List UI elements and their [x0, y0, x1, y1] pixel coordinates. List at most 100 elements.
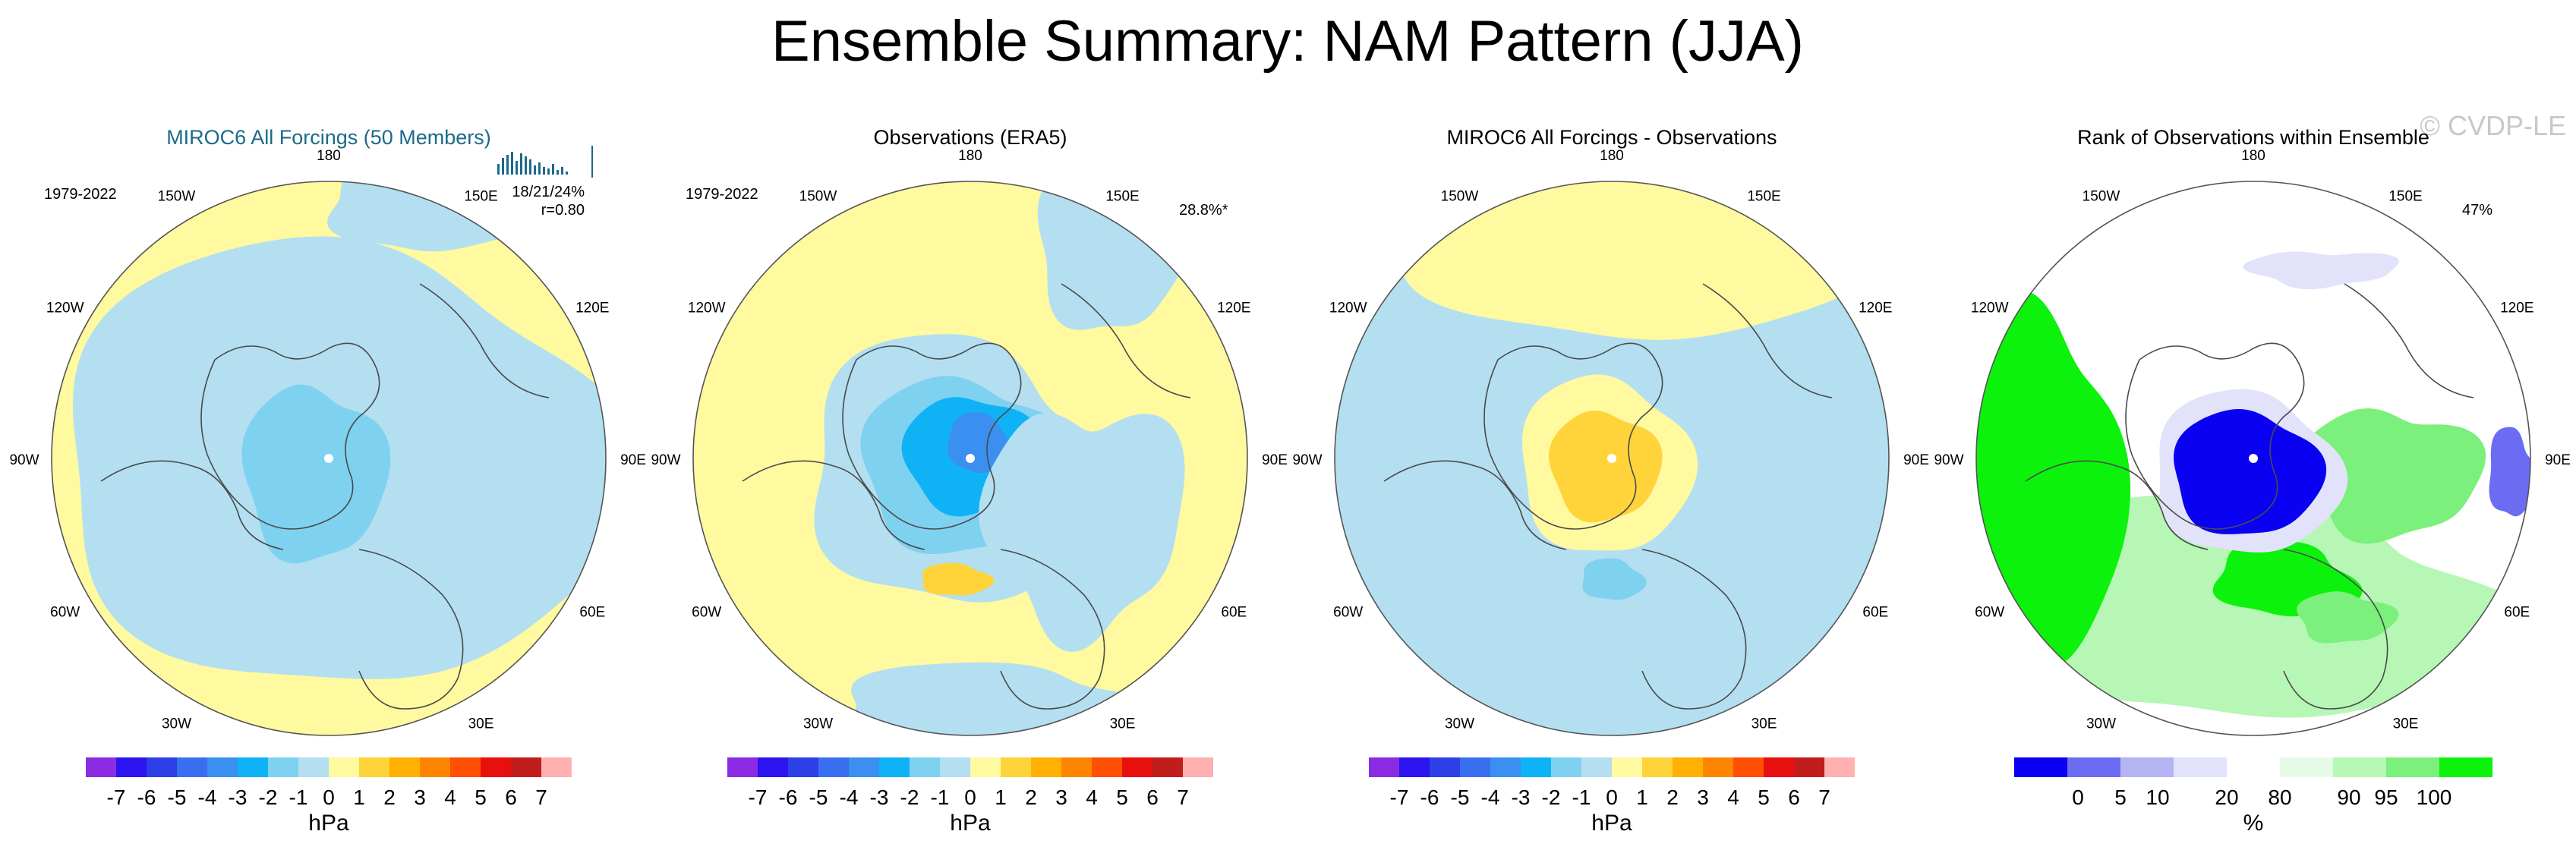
colorbar-tick-label: -5 — [809, 786, 828, 809]
pole-marker — [1607, 454, 1616, 463]
colorbar-swatch — [1183, 757, 1213, 777]
colorbar-swatch — [1369, 757, 1399, 777]
colorbar-tick-label: 1 — [353, 786, 365, 809]
histogram-bar — [525, 156, 527, 175]
colorbar: -7 -6 -5 -4 -3 -2 -1 0 1 2 3 4 5 6 7 hPa — [1369, 757, 1855, 836]
colorbar-swatch — [147, 757, 177, 777]
longitude-label: 90E — [2545, 452, 2571, 468]
field-fill — [922, 562, 995, 596]
colorbar-swatch — [1581, 757, 1612, 777]
colorbar-tick-label: -4 — [198, 786, 217, 809]
longitude-label: 60W — [692, 605, 721, 621]
watermark: © CVDP-LE — [2420, 110, 2566, 141]
field-fill — [2489, 427, 2530, 517]
ensemble-stat: 18/21/24% — [512, 184, 585, 200]
colorbar-unit: hPa — [1591, 811, 1632, 836]
histogram-bar — [506, 155, 509, 175]
longitude-label: 30E — [1751, 716, 1777, 732]
histogram-bar — [552, 164, 554, 175]
panel-title: MIROC6 All Forcings - Observations — [1446, 126, 1777, 149]
longitude-label: 180 — [2241, 148, 2265, 164]
colorbar: -7 -6 -5 -4 -3 -2 -1 0 1 2 3 4 5 6 7 hPa — [86, 757, 572, 836]
longitude-label: 150E — [464, 189, 497, 205]
coastline — [842, 342, 1022, 530]
colorbar-tick-label: 0 — [1606, 786, 1618, 809]
field-fill — [2174, 409, 2327, 534]
coastline — [1702, 283, 1833, 398]
colorbar-swatch — [1399, 757, 1430, 777]
longitude-label: 90W — [651, 452, 680, 468]
colorbar-swatch — [1551, 757, 1581, 777]
colorbar-tick-label: 2 — [1025, 786, 1037, 809]
colorbar-swatch — [2386, 757, 2439, 777]
histogram-bar — [547, 168, 550, 175]
longitude-label: 120E — [1217, 301, 1250, 316]
colorbar-swatch — [1764, 757, 1794, 777]
colorbar-swatch — [1673, 757, 1703, 777]
member-histogram — [497, 146, 593, 178]
colorbar-tick-label: 6 — [1788, 786, 1800, 809]
pattern-stat: 47% — [2462, 202, 2492, 219]
colorbar-unit: % — [2243, 811, 2264, 836]
coastline — [2283, 549, 2388, 710]
colorbar-tick-label: 3 — [1697, 786, 1709, 809]
colorbar-swatch — [2014, 757, 2067, 777]
longitude-label: 60E — [2504, 605, 2530, 621]
colorbar-tick-label: -3 — [229, 786, 248, 809]
map-boundary — [51, 181, 607, 736]
longitude-label: 120W — [688, 301, 726, 316]
colorbar-swatch — [1733, 757, 1764, 777]
colorbar-swatch — [238, 757, 268, 777]
colorbar-swatch — [1460, 757, 1490, 777]
longitude-label: 90E — [1262, 452, 1288, 468]
colorbar-swatch — [116, 757, 147, 777]
colorbar-swatch — [727, 757, 758, 777]
field-fill — [979, 413, 1185, 652]
colorbar-swatch — [268, 757, 298, 777]
colorbar-tick-label: -6 — [1420, 786, 1439, 809]
colorbar-swatch — [788, 757, 818, 777]
colorbar-swatch — [511, 757, 541, 777]
colorbar-swatch — [1031, 757, 1061, 777]
map-boundary — [692, 181, 1248, 736]
colorbar-tick-label: -3 — [1512, 786, 1531, 809]
longitude-label: 30E — [2393, 716, 2419, 732]
colorbar-swatch — [2067, 757, 2120, 777]
histogram-bar — [566, 172, 568, 175]
colorbar-swatch — [1061, 757, 1092, 777]
panel-1: MIROC6 All Forcings (50 Members)180 150E 1… — [9, 126, 645, 836]
map-field — [52, 181, 606, 735]
map-field — [1335, 181, 1889, 735]
histogram-bar — [557, 170, 559, 175]
longitude-label: 120W — [46, 301, 84, 316]
longitude-label: 90E — [620, 452, 646, 468]
longitude-label: 30E — [1110, 716, 1136, 732]
panel-title: Rank of Observations within Ensemble — [2077, 126, 2429, 149]
longitude-label: 150W — [799, 189, 837, 205]
coastline — [1641, 549, 1747, 710]
colorbar-swatch — [849, 757, 879, 777]
coastline — [1061, 283, 1191, 398]
coastline — [1383, 460, 1567, 550]
longitude-label: 120E — [575, 301, 609, 316]
period-label: 1979-2022 — [44, 186, 117, 203]
field-fill — [1582, 558, 1647, 600]
map-field — [693, 181, 1247, 735]
colorbar-unit: hPa — [950, 811, 991, 836]
colorbar-swatch — [86, 757, 116, 777]
colorbar-tick-label: -6 — [779, 786, 798, 809]
colorbar-swatch — [970, 757, 1001, 777]
colorbar-swatch — [758, 757, 788, 777]
longitude-label: 30W — [162, 716, 191, 732]
colorbar-tick-label: -7 — [749, 786, 768, 809]
colorbar-tick-label: -3 — [870, 786, 889, 809]
colorbar-tick-label: 95 — [2374, 786, 2398, 809]
histogram-bar — [502, 158, 504, 175]
colorbar-tick-label: 5 — [1758, 786, 1770, 809]
colorbar-swatch — [1001, 757, 1031, 777]
colorbar-tick-label: -5 — [168, 786, 187, 809]
coastline — [100, 460, 284, 550]
colorbar-swatch — [329, 757, 359, 777]
colorbar-tick-label: -2 — [259, 786, 278, 809]
